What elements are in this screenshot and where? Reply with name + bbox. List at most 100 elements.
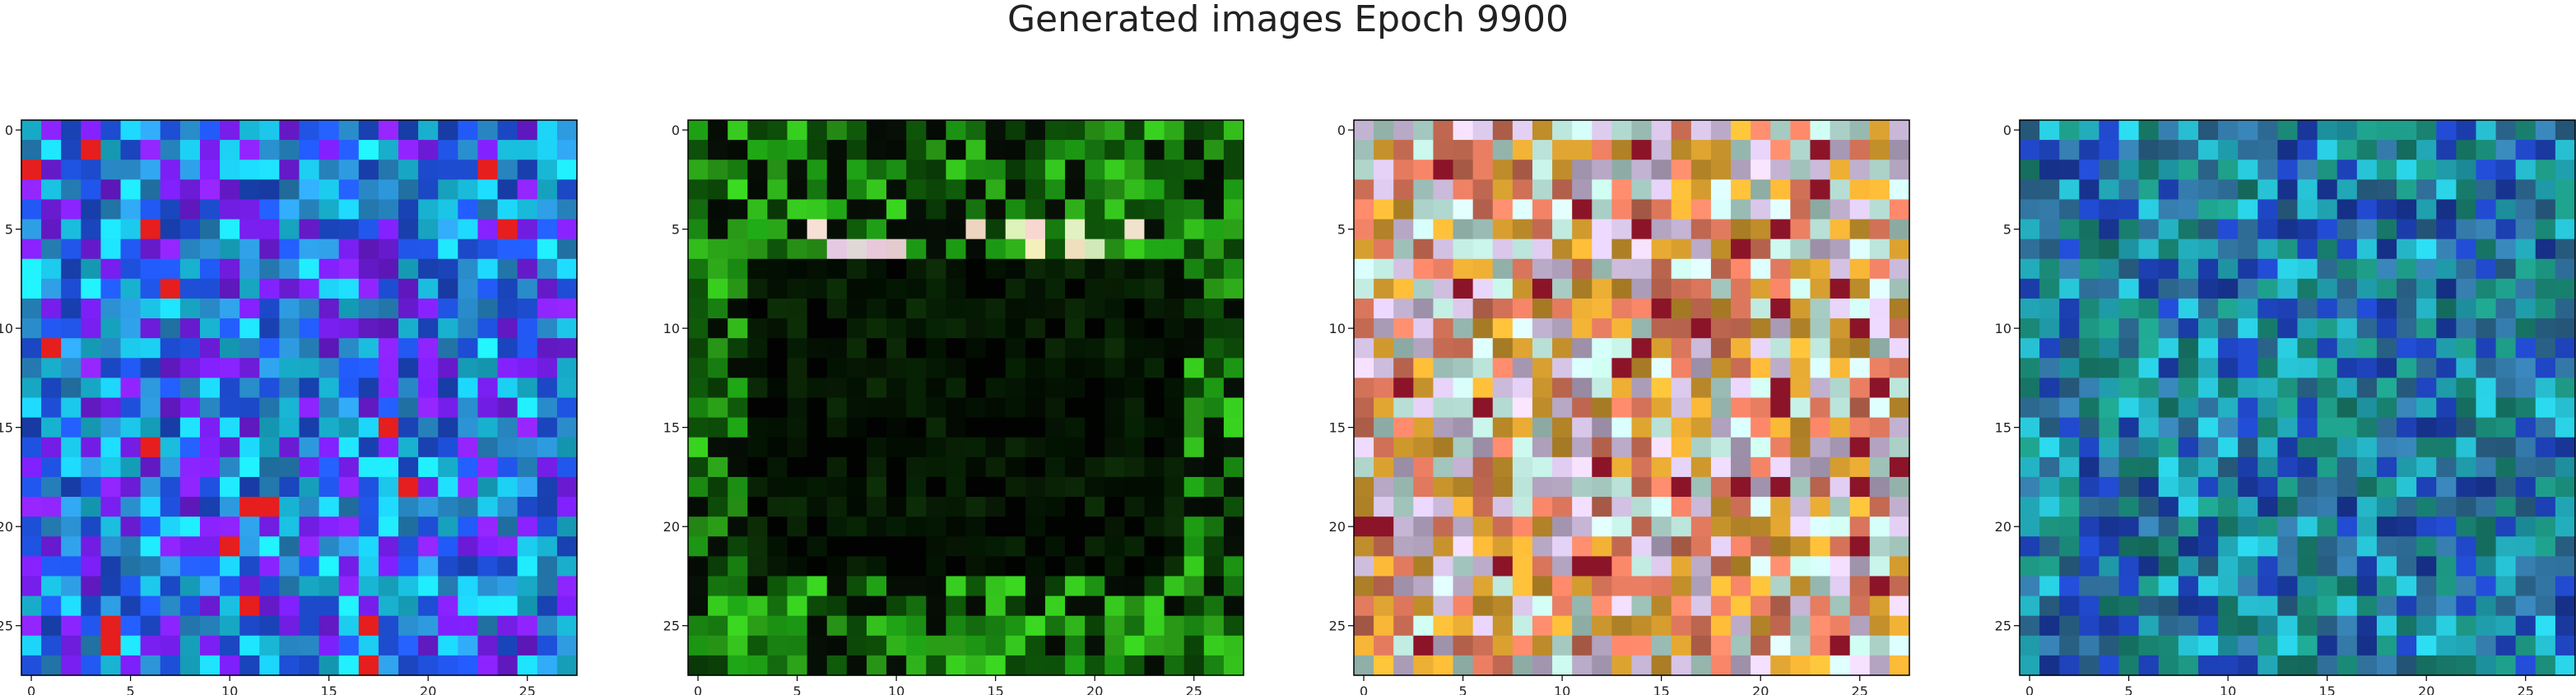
pixel-cell	[2218, 655, 2239, 676]
pixel-cell	[1124, 595, 1146, 617]
x-tick-label: 20	[420, 683, 436, 695]
pixel-cell	[299, 258, 320, 280]
pixel-cell	[398, 497, 419, 517]
y-tick-label: 10	[1995, 321, 2011, 336]
pixel-cell	[1849, 160, 1871, 180]
pixel-cell	[946, 615, 967, 637]
pixel-cell	[1223, 338, 1244, 359]
pixel-cell	[2020, 278, 2040, 299]
pixel-cell	[259, 199, 280, 220]
pixel-cell	[398, 476, 419, 498]
pixel-cell	[220, 140, 240, 160]
pixel-cell	[120, 199, 142, 220]
pixel-cell	[477, 199, 499, 220]
pixel-cell	[1889, 615, 1910, 637]
pixel-cell	[2317, 497, 2338, 517]
pixel-cell	[120, 437, 142, 458]
pixel-cell	[1572, 140, 1593, 160]
pixel-cell	[1124, 497, 1146, 517]
pixel-cell	[1770, 219, 1791, 240]
pixel-cell	[556, 258, 578, 280]
pixel-cell	[2218, 120, 2239, 141]
pixel-cell	[965, 318, 987, 339]
pixel-cell	[2039, 397, 2060, 419]
pixel-cell	[985, 615, 1007, 637]
pixel-cell	[1889, 120, 1910, 141]
pixel-cell	[1532, 378, 1553, 399]
pixel-cell	[259, 298, 280, 319]
pixel-cell	[2138, 576, 2160, 597]
pixel-cell	[418, 338, 439, 359]
pixel-cell	[728, 595, 748, 617]
pixel-cell	[1433, 338, 1454, 359]
pixel-cell	[319, 595, 340, 617]
pixel-cell	[2197, 556, 2219, 577]
pixel-cell	[497, 298, 518, 319]
pixel-cell	[2555, 179, 2576, 201]
pixel-cell	[1592, 160, 1612, 180]
pixel-cell	[1810, 199, 1831, 220]
pixel-cell	[826, 536, 848, 557]
pixel-cell	[2059, 199, 2080, 220]
pixel-cell	[1572, 338, 1593, 359]
pixel-cell	[2456, 179, 2477, 201]
pixel-cell	[1790, 635, 1811, 656]
pixel-cell	[688, 536, 709, 557]
pixel-cell	[708, 417, 728, 438]
pixel-cell	[1731, 615, 1751, 637]
pixel-cell	[1203, 476, 1225, 498]
pixel-cell	[767, 278, 788, 299]
pixel-cell	[418, 556, 439, 577]
pixel-cell	[886, 179, 907, 201]
pixel-cell	[2297, 378, 2318, 399]
pixel-cell	[477, 536, 499, 557]
pixel-cell	[299, 397, 320, 419]
pixel-cell	[179, 338, 201, 359]
pixel-cell	[2337, 576, 2358, 597]
pixel-cell	[160, 655, 181, 676]
pixel-cell	[1552, 615, 1573, 637]
pixel-cell	[807, 199, 828, 220]
pixel-cell	[497, 120, 518, 141]
pixel-cell	[1124, 635, 1146, 656]
pixel-cell	[2039, 278, 2060, 299]
pixel-cell	[1572, 655, 1593, 676]
pixel-cell	[2039, 536, 2060, 557]
pixel-cell	[2020, 120, 2040, 141]
pixel-cell	[2118, 258, 2140, 280]
pixel-cell	[477, 476, 499, 498]
pixel-cell	[1223, 517, 1244, 537]
pixel-cell	[1472, 635, 1494, 656]
pixel-cell	[2356, 219, 2378, 240]
pixel-cell	[378, 517, 399, 537]
pixel-cell	[220, 298, 240, 319]
pixel-cell	[1552, 517, 1573, 537]
pixel-cell	[2238, 219, 2258, 240]
pixel-cell	[259, 556, 280, 577]
pixel-cell	[1124, 517, 1146, 537]
x-tick-label: 5	[1458, 683, 1467, 695]
pixel-cell	[1532, 120, 1553, 141]
pixel-cell	[438, 160, 458, 180]
pixel-cell	[497, 278, 518, 299]
pixel-cell	[767, 456, 788, 478]
pixel-cell	[2515, 140, 2536, 160]
pixel-cell	[220, 179, 240, 201]
pixel-cell	[1810, 318, 1831, 339]
pixel-cell	[1631, 655, 1653, 676]
pixel-cell	[886, 318, 907, 339]
pixel-cell	[2495, 576, 2517, 597]
pixel-cell	[2158, 179, 2179, 201]
pixel-cell	[1005, 595, 1026, 617]
pixel-cell	[1889, 258, 1910, 280]
pixel-cell	[279, 219, 300, 240]
pixel-cell	[220, 437, 240, 458]
pixel-cell	[2158, 615, 2179, 637]
pixel-cell	[100, 338, 122, 359]
pixel-cell	[220, 199, 240, 220]
pixel-cell	[846, 595, 867, 617]
pixel-cell	[1492, 576, 1514, 597]
pixel-cell	[1671, 160, 1692, 180]
pixel-cell	[239, 219, 260, 240]
pixel-cell	[1611, 437, 1633, 458]
